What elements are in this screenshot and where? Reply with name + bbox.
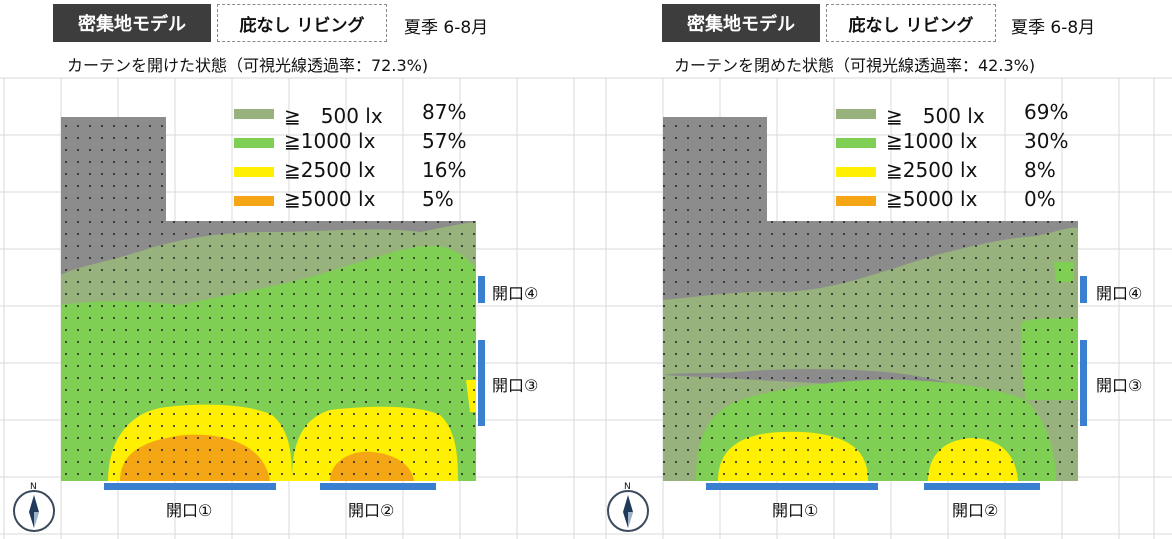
opening-1-bar [706, 483, 878, 490]
legend-percent: 16% [422, 158, 467, 182]
opening-4-bar [1080, 276, 1087, 303]
panel-curtain-open: 密集地モデル 庇なし リビング 夏季 6-8月 カーテンを開けた状態（可視光線透… [0, 4, 586, 539]
legend-label: ≧ 500 lx [886, 104, 985, 128]
legend-percent: 0% [1024, 187, 1056, 211]
opening-1-bar [104, 483, 276, 490]
opening-4-label: 開口④ [492, 284, 539, 303]
legend-percent: 69% [1024, 100, 1069, 124]
legend-label: ≧5000 lx [886, 187, 978, 211]
legend-swatch [234, 109, 274, 119]
legend-item: ≧1000 lx 30% [836, 129, 1096, 157]
legend-swatch [234, 167, 274, 177]
panel-curtain-closed: 密集地モデル 庇なし リビング 夏季 6-8月 カーテンを閉めた状態（可視光線透… [586, 0, 1172, 539]
opening-2-bar [924, 483, 1040, 490]
legend-item: ≧2500 lx 16% [234, 158, 494, 186]
legend-percent: 30% [1024, 129, 1069, 153]
legend-item: ≧ 500 lx 87% [234, 100, 494, 128]
legend-label: ≧1000 lx [886, 129, 978, 153]
legend-item: ≧5000 lx 5% [234, 187, 494, 215]
legend-label: ≧ 500 lx [284, 104, 383, 128]
opening-2-bar [320, 483, 436, 490]
legend-swatch [836, 167, 876, 177]
legend-item: ≧2500 lx 8% [836, 158, 1096, 186]
season-label: 夏季 6-8月 [404, 18, 489, 38]
opening-4-label: 開口④ [1096, 284, 1143, 303]
opening-3-label: 開口③ [492, 376, 539, 395]
variant-tag: 庇なし リビング [826, 4, 996, 42]
opening-4-bar [478, 276, 485, 303]
season-label: 夏季 6-8月 [1011, 18, 1096, 38]
legend-swatch [836, 196, 876, 206]
opening-1-label: 開口① [772, 501, 819, 520]
legend-percent: 5% [422, 187, 454, 211]
legend-swatch [836, 109, 876, 119]
opening-3-bar [1080, 340, 1087, 426]
compass-icon [13, 490, 55, 532]
legend-label: ≧1000 lx [284, 129, 376, 153]
compass-north-label: N [624, 482, 631, 492]
legend-swatch [234, 138, 274, 148]
legend-item: ≧ 500 lx 69% [836, 100, 1096, 128]
variant-tag: 庇なし リビング [217, 4, 387, 42]
legend-percent: 8% [1024, 158, 1056, 182]
legend-label: ≧2500 lx [886, 158, 978, 182]
legend-percent: 87% [422, 100, 467, 124]
legend-label: ≧5000 lx [284, 187, 376, 211]
legend-item: ≧1000 lx 57% [234, 129, 494, 157]
legend-swatch [234, 196, 274, 206]
illuminance-map [586, 77, 1172, 539]
opening-2-label: 開口② [952, 501, 999, 520]
caption: カーテンを開けた状態（可視光線透過率：72.3%) [67, 56, 429, 75]
legend-label: ≧2500 lx [284, 158, 376, 182]
compass-north-label: N [30, 482, 37, 492]
legend-item: ≧5000 lx 0% [836, 187, 1096, 215]
legend-percent: 57% [422, 129, 467, 153]
model-tag: 密集地モデル [53, 4, 211, 42]
opening-3-label: 開口③ [1096, 376, 1143, 395]
opening-3-bar [478, 340, 485, 426]
model-tag: 密集地モデル [662, 4, 820, 42]
opening-2-label: 開口② [348, 501, 395, 520]
caption: カーテンを閉めた状態（可視光線透過率：42.3%) [674, 56, 1036, 75]
opening-1-label: 開口① [166, 501, 213, 520]
legend-swatch [836, 138, 876, 148]
illuminance-map [0, 77, 586, 539]
compass-icon [607, 490, 649, 532]
